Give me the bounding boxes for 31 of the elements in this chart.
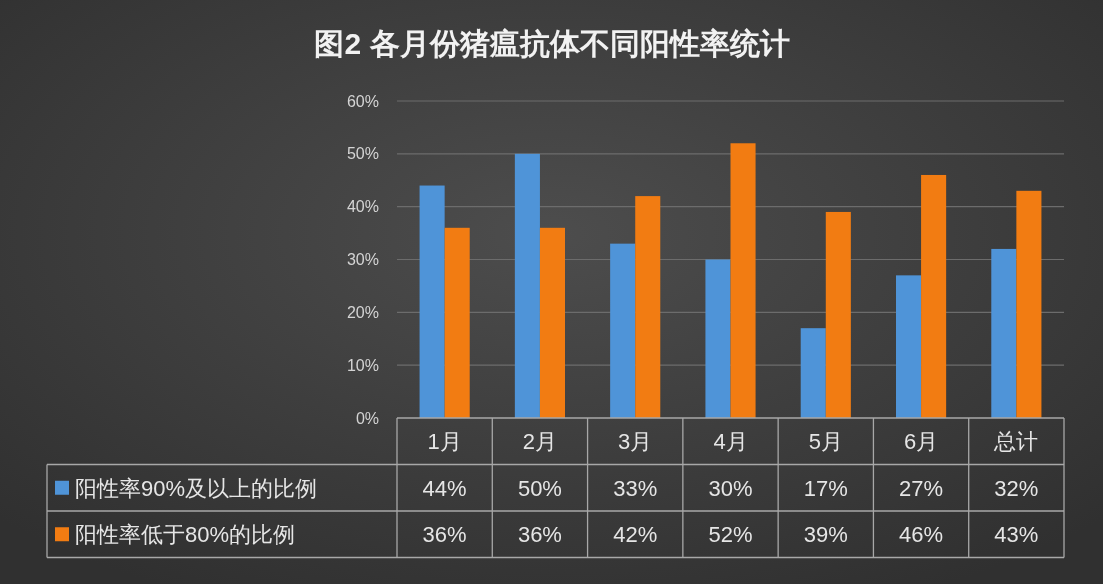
x-tick-label: 4月 (713, 429, 748, 455)
legend-label: 阳性率低于80%的比例 (75, 522, 296, 548)
y-tick-label: 50% (346, 145, 379, 163)
data-label: 39% (803, 522, 848, 548)
data-label: 44% (422, 475, 467, 501)
x-tick-label: 2月 (522, 429, 558, 455)
y-tick-label: 0% (355, 409, 379, 427)
data-label: 46% (899, 522, 944, 548)
data-label: 32% (994, 475, 1039, 501)
x-tick-label: 5月 (808, 429, 843, 455)
data-label: 36% (517, 522, 562, 548)
x-tick-label: 6月 (903, 429, 939, 455)
y-tick-label: 10% (346, 356, 379, 374)
legend-label: 阳性率90%及以上的比例 (75, 475, 318, 501)
data-label: 42% (613, 522, 658, 548)
y-tick-label: 30% (346, 251, 379, 269)
y-tick-label: 20% (346, 303, 379, 321)
x-tick-label: 1月 (427, 429, 462, 455)
data-label: 36% (422, 522, 467, 548)
data-label: 17% (803, 475, 848, 501)
data-label: 27% (899, 475, 944, 501)
y-tick-label: 40% (346, 198, 379, 216)
x-tick-label: 3月 (618, 429, 653, 455)
chart-title: 图2 各月份猪瘟抗体不同阳性率统计 (314, 27, 790, 60)
data-label: 50% (517, 475, 562, 501)
data-label: 43% (994, 522, 1039, 548)
data-label: 33% (613, 475, 658, 501)
x-tick-label: 总计 (993, 429, 1039, 455)
data-label: 30% (708, 475, 753, 501)
data-label: 52% (708, 522, 753, 548)
y-tick-label: 60% (346, 92, 379, 110)
